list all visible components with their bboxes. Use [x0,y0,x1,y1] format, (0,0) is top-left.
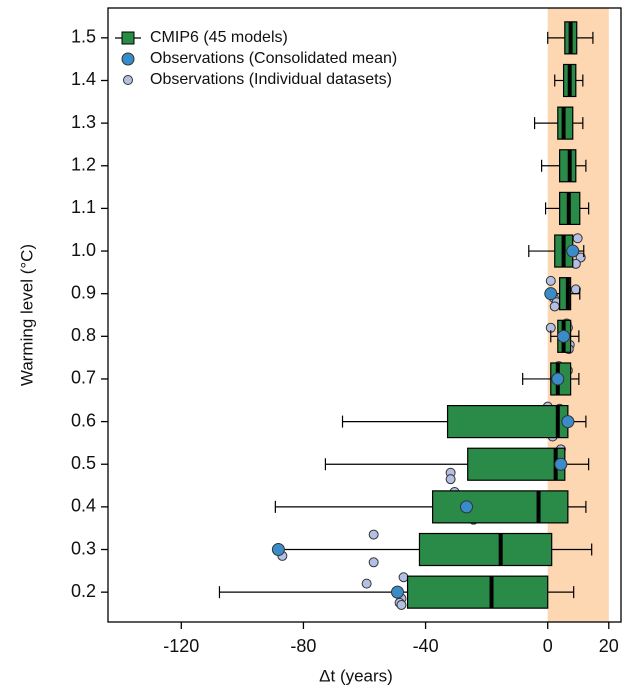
point [390,585,404,599]
box [559,277,572,311]
point [545,275,556,286]
y-tick-label: 1.4 [71,69,96,89]
x-tick-label: -80 [290,636,316,656]
point [554,457,568,471]
point [271,543,285,557]
point [557,329,571,343]
y-tick-label: 1.1 [71,197,96,217]
x-axis-title: Δt (years) [319,666,393,685]
point [544,287,558,301]
point [459,500,473,514]
y-tick-label: 1.0 [71,240,96,260]
box [418,532,553,567]
x-tick-label: 20 [599,636,619,656]
y-tick-label: 1.3 [71,112,96,132]
x-tick-label: -40 [413,636,439,656]
point [566,244,580,258]
box [467,447,566,481]
y-tick-label: 1.2 [71,155,96,175]
y-tick-label: 0.4 [71,496,96,516]
box [431,490,569,524]
y-tick-label: 0.2 [71,581,96,601]
legend-label: Observations (Individual datasets) [150,71,392,88]
legend-swatch [121,52,135,66]
x-tick-label: 0 [543,636,553,656]
point [361,578,372,589]
y-tick-label: 0.8 [71,325,96,345]
point [551,372,565,386]
point [572,233,583,244]
y-tick-label: 0.3 [71,538,96,558]
y-tick-label: 0.7 [71,368,96,388]
y-tick-label: 1.5 [71,27,96,47]
legend-label: Observations (Consolidated mean) [150,50,397,67]
point [368,529,379,540]
point [396,599,407,610]
point [549,301,560,312]
legend-swatch [123,75,133,85]
box [446,404,569,439]
point [570,284,581,295]
point [368,557,379,568]
y-axis-title: Warming level (°C) [17,244,36,386]
y-tick-label: 0.5 [71,453,96,473]
y-tick-label: 0.9 [71,282,96,302]
legend-label: CMIP6 (45 models) [150,29,288,46]
point [445,474,456,485]
x-tick-label: -120 [163,636,199,656]
shaded-region [547,8,609,622]
box [406,575,549,609]
y-tick-label: 0.6 [71,410,96,430]
plot-frame [107,7,622,623]
point [398,572,409,583]
legend-swatch [121,31,135,45]
point [561,415,575,429]
